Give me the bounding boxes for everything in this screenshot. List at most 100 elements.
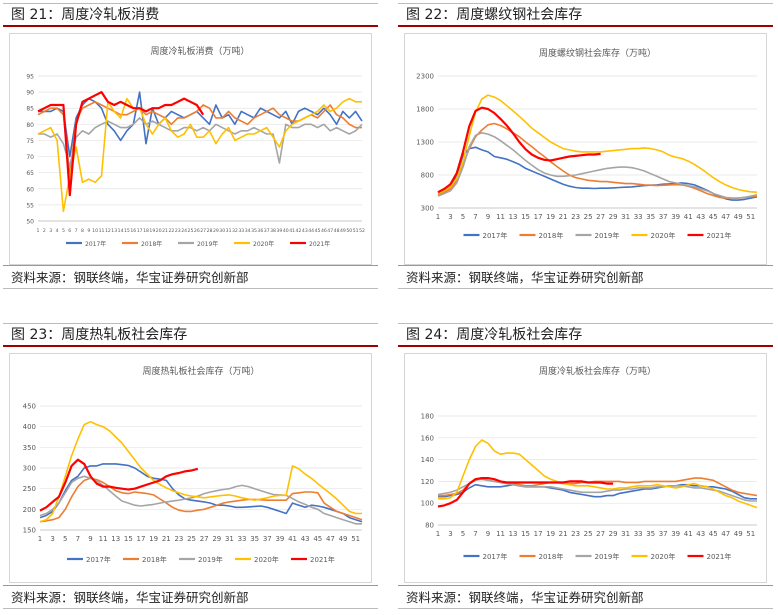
chart-title: 周度冷轧板社会库存（万吨） [539, 365, 656, 377]
y-tick-label: 50 [26, 219, 34, 226]
x-tick-label: 43 [696, 530, 705, 538]
panel-fig23: 图 23：周度热轧板社会库存 周度热轧板社会库存（万吨） 150 200 250 300… [3, 323, 378, 609]
x-tick-label: 47 [326, 535, 335, 543]
figure-title: 图 22：周度螺纹钢社会库存 [398, 3, 773, 27]
x-tick-label: 33 [238, 228, 244, 234]
x-tick-label: 7 [75, 228, 78, 234]
x-tick-label: 11 [99, 535, 108, 543]
y-tick-label: 180 [421, 413, 434, 421]
x-tick-label: 50 [346, 228, 352, 234]
x-tick-label: 51 [746, 530, 755, 538]
x-tick-label: 17 [137, 228, 143, 234]
figure-title: 图 24：周度冷轧板社会库存 [398, 323, 773, 347]
legend-label-2017: 2017年 [483, 231, 508, 240]
series-line-2019 [437, 132, 758, 199]
x-tick-label: 47 [721, 213, 730, 221]
panel-fig22: 图 22：周度螺纹钢社会库存 周度螺纹钢社会库存（万吨） 300 800 1300 18… [398, 3, 773, 289]
panel-fig21: 图 21：周度冷轧板消费 周度冷轧板消费（万吨） 50 55 60 65 70 75 80 85… [3, 3, 378, 289]
x-tick-label: 5 [62, 228, 65, 234]
series-line-2021 [437, 106, 601, 194]
y-tick-label: 300 [23, 465, 36, 473]
x-tick-label: 3 [50, 535, 54, 543]
x-tick-label: 31 [226, 228, 232, 234]
x-tick-label: 37 [264, 228, 270, 234]
y-tick-label: 65 [26, 170, 34, 177]
legend-label-2019: 2019年 [595, 231, 620, 240]
x-tick-label: 7 [473, 213, 477, 221]
x-tick-label: 51 [353, 228, 359, 234]
x-tick-label: 47 [721, 530, 730, 538]
source-note: 资料来源：钢联终端，华宝证券研究创新部 [3, 265, 378, 289]
x-tick-label: 22 [168, 228, 174, 234]
x-tick-label: 9 [88, 535, 92, 543]
series-line-2017 [437, 146, 758, 201]
legend-label-2017: 2017年 [86, 555, 111, 564]
chart-frame: 周度冷轧板消费（万吨） 50 55 60 65 70 75 80 85 90 95 1 2 3 4 5 6 7 8 9… [9, 33, 372, 265]
x-tick-label: 51 [351, 535, 360, 543]
x-tick-label: 45 [709, 213, 718, 221]
x-tick-label: 37 [659, 530, 668, 538]
legend-label-2021: 2021年 [707, 552, 732, 561]
y-tick-label: 75 [26, 138, 34, 145]
x-tick-label: 3 [448, 530, 452, 538]
x-tick-label: 3 [49, 228, 52, 234]
source-note: 资料来源：钢联终端，华宝证券研究创新部 [398, 265, 773, 289]
x-tick-label: 26 [194, 228, 200, 234]
x-tick-label: 45 [313, 535, 322, 543]
x-tick-label: 23 [174, 535, 183, 543]
y-tick-label: 300 [421, 205, 434, 213]
x-tick-label: 35 [251, 228, 257, 234]
x-tick-label: 31 [621, 213, 630, 221]
x-tick-label: 33 [634, 530, 643, 538]
x-tick-label: 35 [646, 213, 655, 221]
x-tick-label: 29 [212, 535, 221, 543]
x-tick-label: 35 [250, 535, 259, 543]
y-tick-label: 95 [26, 74, 34, 81]
legend-label-2017: 2017年 [85, 240, 106, 248]
x-tick-label: 27 [200, 228, 206, 234]
series-line-2018 [437, 122, 758, 200]
legend-label-2019: 2019年 [198, 555, 223, 564]
x-tick-label: 9 [87, 228, 90, 234]
x-tick-label: 13 [111, 535, 120, 543]
y-tick-label: 85 [26, 106, 34, 113]
x-tick-label: 41 [288, 535, 297, 543]
x-tick-label: 9 [486, 530, 490, 538]
y-tick-label: 80 [425, 522, 434, 530]
x-tick-label: 49 [734, 530, 743, 538]
legend-label-2018: 2018年 [539, 231, 564, 240]
y-tick-label: 55 [26, 202, 34, 209]
x-tick-label: 41 [684, 530, 693, 538]
x-tick-label: 43 [696, 213, 705, 221]
x-tick-label: 13 [509, 530, 518, 538]
x-tick-label: 7 [473, 530, 477, 538]
x-tick-label: 41 [289, 228, 295, 234]
x-tick-label: 39 [671, 530, 680, 538]
x-tick-label: 21 [162, 228, 168, 234]
series-line-2020 [39, 420, 362, 523]
y-tick-label: 200 [23, 506, 36, 514]
x-tick-label: 29 [609, 213, 618, 221]
legend-label-2019: 2019年 [595, 552, 620, 561]
chart-frame: 周度螺纹钢社会库存（万吨） 300 800 1300 1800 2300 1 3 5 7 9 11 13… [404, 33, 767, 265]
legend-label-2020: 2020年 [254, 555, 279, 564]
chart-frame: 周度冷轧板社会库存（万吨） 80 100 120 140 160 180 1 3 5 7 9 11 13 1… [404, 353, 767, 583]
legend-label-2020: 2020年 [651, 552, 676, 561]
x-tick-label: 10 [92, 228, 98, 234]
x-tick-label: 15 [124, 535, 133, 543]
x-tick-label: 3 [448, 213, 452, 221]
x-tick-label: 49 [339, 535, 348, 543]
x-tick-label: 17 [534, 213, 543, 221]
x-tick-label: 18 [143, 228, 149, 234]
x-tick-label: 36 [257, 228, 263, 234]
y-tick-label: 250 [23, 485, 36, 493]
x-tick-label: 8 [81, 228, 84, 234]
figure-title: 图 23：周度热轧板社会库存 [3, 323, 378, 347]
x-tick-label: 40 [283, 228, 289, 234]
x-tick-label: 52 [359, 228, 365, 234]
x-tick-label: 21 [559, 530, 568, 538]
x-tick-label: 12 [105, 228, 111, 234]
